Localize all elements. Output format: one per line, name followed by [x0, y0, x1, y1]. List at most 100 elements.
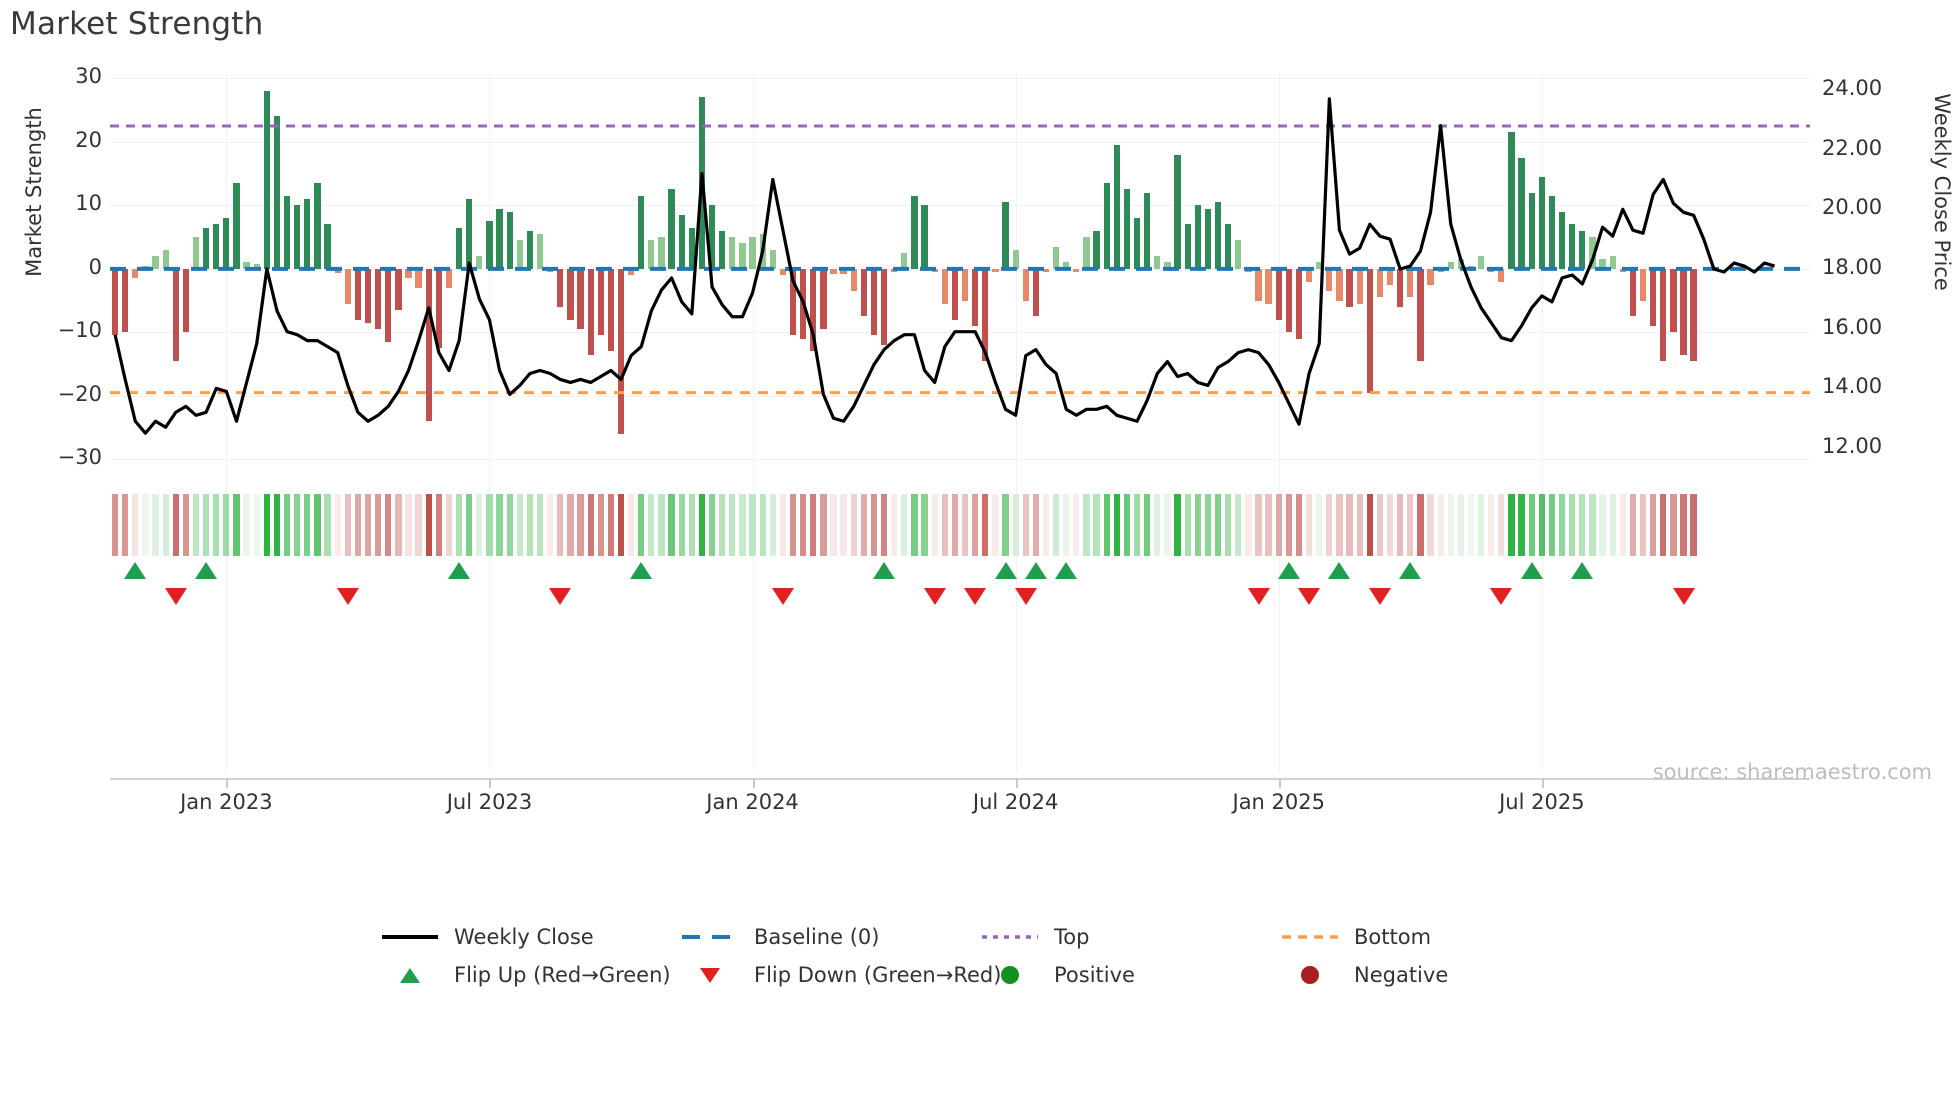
strength-bar	[1447, 262, 1454, 269]
heatmap-cell	[486, 494, 493, 556]
heatmap-cell	[668, 494, 675, 556]
flip-down-marker-icon	[771, 588, 794, 605]
heatmap-cell	[1032, 494, 1040, 556]
legend-item-label: Flip Down (Green→Red)	[754, 963, 1002, 987]
vertical-gridline	[489, 72, 491, 772]
strength-bar	[1508, 132, 1515, 269]
heatmap-cell	[850, 494, 857, 556]
strength-bar	[961, 268, 969, 301]
heatmap-cell	[860, 494, 867, 556]
strength-bar	[1538, 176, 1545, 269]
heatmap-cell	[1194, 494, 1201, 556]
strength-bar	[597, 268, 604, 336]
strength-bar	[1366, 268, 1373, 393]
heatmap-cell	[830, 494, 837, 556]
strength-bar	[820, 268, 827, 330]
strength-bar	[627, 268, 635, 276]
legend-item[interactable]: Bottom	[1280, 925, 1580, 949]
flip-down-marker-icon	[1490, 588, 1513, 605]
bottom-swatch-icon	[1280, 926, 1340, 948]
strength-bar	[1599, 259, 1606, 269]
legend-item[interactable]: Top	[980, 925, 1280, 949]
heatmap-cell	[820, 494, 827, 556]
strength-bar	[1235, 240, 1242, 269]
heatmap-cell	[1113, 494, 1120, 556]
legend-item-label: Bottom	[1354, 925, 1432, 949]
strength-bar	[425, 268, 432, 422]
heatmap-cell	[1316, 494, 1323, 556]
flip-up-marker-icon	[994, 562, 1017, 579]
heatmap-cell	[516, 494, 523, 556]
y-tick-right: 22.00	[1822, 135, 1883, 160]
heatmap-cell	[1225, 494, 1232, 556]
strength-bar	[1639, 268, 1647, 301]
strength-bar	[1569, 224, 1576, 269]
strength-bar	[1417, 268, 1424, 361]
strength-bar	[192, 237, 200, 269]
strength-bar	[243, 262, 250, 269]
strength-heatmap-strip	[110, 494, 1810, 556]
heatmap-cell	[1123, 494, 1131, 556]
legend-item[interactable]: Weekly Close	[380, 925, 680, 949]
strength-bar	[1316, 262, 1323, 269]
flip-up-marker-icon	[195, 562, 218, 579]
heatmap-cell	[567, 494, 574, 556]
flip-up-marker-icon	[1399, 562, 1422, 579]
heatmap-cell	[607, 494, 615, 556]
heatmap-cell	[415, 494, 422, 556]
legend-row: Flip Up (Red→Green) Flip Down (Green→Red)…	[0, 963, 1960, 987]
strength-bar	[1093, 230, 1100, 269]
strength-bar	[1548, 195, 1556, 269]
strength-bar	[1103, 183, 1110, 269]
heatmap-cell	[1052, 494, 1060, 556]
strength-bar	[587, 268, 594, 355]
strength-bar	[1386, 268, 1394, 285]
heatmap-cell	[496, 494, 503, 556]
heatmap-cell	[759, 494, 766, 556]
legend-item-label: Weekly Close	[454, 925, 594, 949]
y-tick-left: −20	[57, 381, 102, 406]
heatmap-cell	[1336, 494, 1343, 556]
flip-marker-row	[110, 556, 1810, 616]
heatmap-cell	[304, 494, 311, 556]
heatmap-cell	[547, 494, 554, 556]
legend-item[interactable]: Flip Down (Green→Red)	[680, 963, 1001, 987]
strength-bar	[1042, 268, 1050, 272]
strength-bar	[678, 214, 685, 269]
strength-bar	[1427, 268, 1434, 285]
legend-item[interactable]: Flip Up (Red→Green)	[380, 963, 680, 987]
strength-bar	[749, 237, 756, 269]
heatmap-cell	[1103, 494, 1110, 556]
y-tick-right: 12.00	[1822, 434, 1883, 459]
strength-bar	[516, 240, 523, 269]
heatmap-cell	[1326, 494, 1333, 556]
source-note: source: sharemaestro.com	[1652, 760, 1932, 784]
heatmap-cell	[688, 494, 695, 556]
heatmap-cell	[1133, 494, 1141, 556]
strength-bar	[364, 268, 372, 323]
heatmap-cell	[1488, 494, 1495, 556]
y-tick-left: 0	[88, 254, 102, 279]
heatmap-cell	[779, 494, 787, 556]
strength-bar	[1255, 268, 1262, 301]
strength-bar	[1275, 268, 1282, 320]
x-tick-mark	[752, 778, 755, 788]
heatmap-cell	[263, 494, 270, 556]
strength-bar	[648, 240, 655, 269]
strength-bar	[1295, 268, 1303, 339]
heatmap-cell	[1660, 494, 1667, 556]
strength-bar	[1204, 208, 1212, 269]
heatmap-cell	[243, 494, 250, 556]
legend-item[interactable]: Baseline (0)	[680, 925, 980, 949]
strength-bar	[1305, 268, 1313, 282]
flip-down-swatch-icon	[700, 968, 720, 983]
legend-item[interactable]: Positive	[980, 963, 1280, 987]
legend-item[interactable]: Negative	[1280, 963, 1580, 987]
heatmap-cell	[800, 494, 807, 556]
strength-bar	[779, 268, 787, 276]
strength-bar	[223, 218, 230, 269]
heatmap-cell	[435, 494, 442, 556]
heatmap-cell	[202, 494, 210, 556]
heatmap-cell	[253, 494, 260, 556]
heatmap-cell	[1376, 494, 1384, 556]
